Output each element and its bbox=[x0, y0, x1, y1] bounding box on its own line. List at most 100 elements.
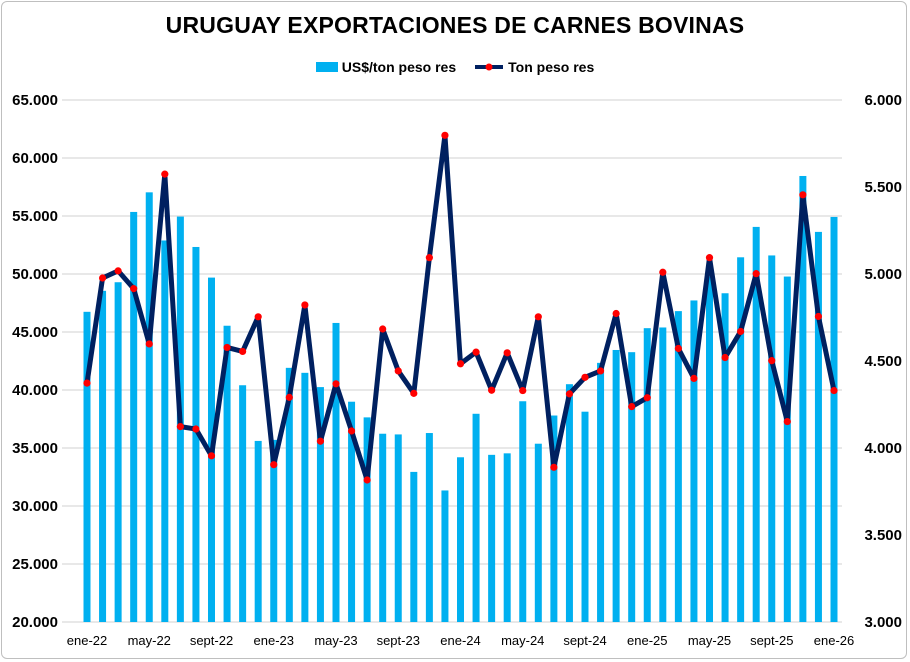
legend-item-bars: US$/ton peso res bbox=[315, 59, 457, 75]
x-tick-label: may-25 bbox=[688, 633, 731, 648]
bar bbox=[114, 282, 122, 622]
bar bbox=[643, 328, 651, 622]
bar bbox=[488, 454, 496, 622]
legend-item-line: Ton peso res bbox=[474, 59, 594, 75]
bar bbox=[628, 352, 636, 622]
legend-line-label: Ton peso res bbox=[508, 59, 595, 75]
x-tick-label: ene-24 bbox=[440, 633, 480, 648]
line-marker bbox=[316, 437, 325, 445]
bar bbox=[425, 433, 433, 622]
y-right-tick-label: 3.500 bbox=[864, 527, 902, 544]
y-left-tick-label: 25.000 bbox=[12, 556, 58, 573]
bar bbox=[659, 327, 667, 622]
bar bbox=[254, 440, 262, 622]
line-marker bbox=[503, 349, 511, 357]
line-marker bbox=[254, 313, 262, 321]
y-right-tick-label: 5.500 bbox=[864, 179, 902, 196]
bar bbox=[721, 293, 729, 622]
bar bbox=[597, 362, 605, 622]
y-left-tick-label: 30.000 bbox=[12, 498, 58, 515]
line-marker bbox=[285, 393, 293, 401]
line-marker bbox=[98, 274, 107, 282]
legend-bar-label: US$/ton peso res bbox=[341, 59, 457, 75]
y-left-tick-label: 35.000 bbox=[12, 440, 58, 457]
line-marker bbox=[192, 425, 200, 433]
y-left-tick-label: 45.000 bbox=[12, 324, 58, 341]
line-marker bbox=[565, 390, 574, 398]
line-marker bbox=[737, 327, 745, 336]
y-left-tick-label: 55.000 bbox=[12, 208, 58, 225]
bar bbox=[441, 490, 449, 622]
line-marker bbox=[239, 347, 247, 356]
line-marker bbox=[534, 313, 542, 321]
y-left-tick-label: 20.000 bbox=[12, 614, 58, 631]
line-marker bbox=[783, 417, 791, 426]
bar bbox=[270, 439, 278, 622]
legend-line-swatch bbox=[475, 63, 504, 71]
line-marker bbox=[659, 268, 667, 276]
x-tick-label: ene-26 bbox=[814, 633, 854, 648]
line-marker bbox=[612, 309, 620, 318]
bar bbox=[737, 257, 745, 622]
bar bbox=[814, 231, 822, 622]
bar bbox=[394, 434, 402, 622]
line-marker bbox=[130, 285, 138, 293]
line-marker bbox=[207, 452, 216, 460]
x-tick-label: may-23 bbox=[314, 633, 357, 648]
line-marker bbox=[472, 348, 480, 356]
bar bbox=[130, 211, 138, 622]
line-marker bbox=[270, 461, 278, 469]
bar bbox=[612, 349, 620, 622]
bar bbox=[519, 401, 527, 622]
line-marker bbox=[488, 386, 496, 394]
line-marker bbox=[581, 373, 589, 381]
bar bbox=[565, 384, 573, 622]
y-right-tick-label: 3.000 bbox=[864, 614, 902, 631]
line-marker bbox=[596, 367, 605, 375]
line-marker bbox=[690, 374, 698, 382]
line-marker bbox=[830, 386, 838, 395]
bar bbox=[674, 311, 682, 622]
line-marker bbox=[161, 170, 169, 178]
line-marker bbox=[441, 131, 449, 139]
line-marker bbox=[425, 254, 433, 262]
y-left-tick-label: 50.000 bbox=[12, 266, 58, 283]
bar bbox=[363, 417, 371, 622]
line-marker bbox=[410, 389, 418, 397]
bar bbox=[550, 415, 558, 622]
bar bbox=[145, 192, 153, 622]
y-right-tick-label: 4.500 bbox=[864, 353, 902, 370]
line-marker bbox=[145, 340, 153, 348]
x-tick-label: ene-22 bbox=[67, 633, 107, 648]
line-marker bbox=[550, 463, 558, 471]
line-marker bbox=[456, 360, 465, 368]
line-marker bbox=[799, 191, 807, 199]
bar bbox=[332, 322, 340, 622]
bar bbox=[161, 240, 169, 622]
bar bbox=[316, 387, 324, 622]
line-marker bbox=[643, 394, 651, 402]
line-marker bbox=[347, 427, 356, 435]
line-marker bbox=[721, 353, 729, 362]
y-right-tick-label: 6.000 bbox=[864, 92, 902, 109]
line-marker bbox=[176, 422, 184, 431]
bar bbox=[534, 443, 542, 622]
legend-bar-swatch bbox=[315, 62, 338, 72]
bar bbox=[379, 433, 387, 622]
bar bbox=[83, 311, 91, 622]
bar bbox=[799, 175, 807, 623]
y-right-tick-label: 4.000 bbox=[864, 440, 902, 457]
chart-title: URUGUAY EXPORTACIONES DE CARNES BOVINAS bbox=[165, 12, 745, 38]
x-tick-label: ene-23 bbox=[254, 633, 294, 648]
bar bbox=[301, 372, 309, 622]
y-right-tick-label: 5.000 bbox=[864, 266, 902, 283]
x-tick-label: sept-25 bbox=[750, 633, 793, 648]
bar bbox=[783, 276, 791, 622]
x-tick-label: may-22 bbox=[128, 633, 171, 648]
x-tick-label: sept-24 bbox=[563, 633, 606, 648]
bar bbox=[581, 411, 589, 622]
line-marker bbox=[705, 254, 714, 262]
line-marker bbox=[301, 301, 309, 309]
y-left-tick-label: 40.000 bbox=[12, 382, 58, 399]
